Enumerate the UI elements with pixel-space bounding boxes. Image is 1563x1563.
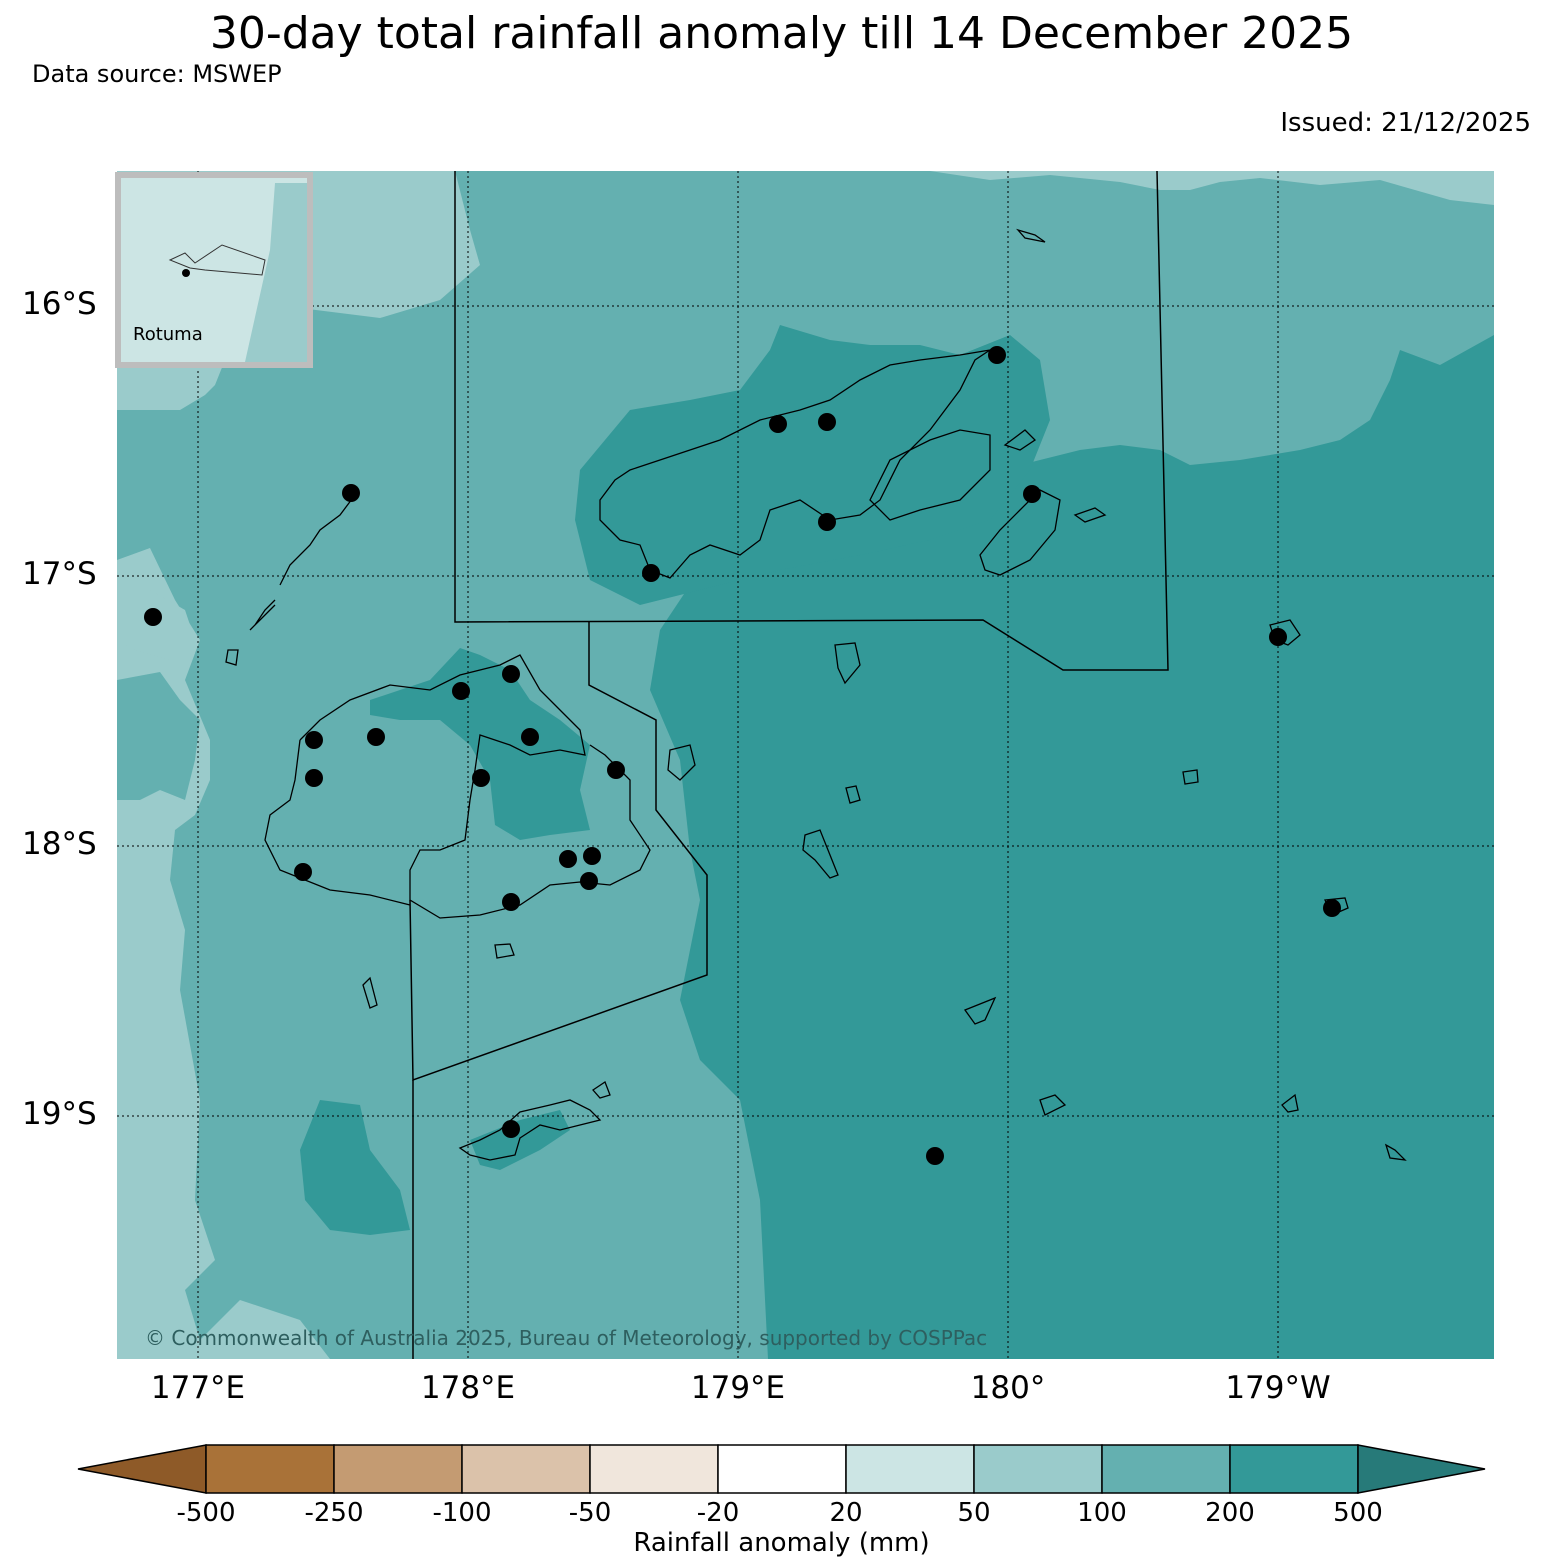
lat-label-18s: 18°S xyxy=(22,826,97,862)
colorbar-segment xyxy=(1229,1444,1359,1494)
colorbar-segment xyxy=(845,1444,975,1494)
lon-label-179w: 179°W xyxy=(1225,1370,1331,1406)
colorbar-segment xyxy=(205,1444,335,1494)
colorbar-tick: 200 xyxy=(1205,1498,1255,1528)
colorbar-label: Rainfall anomaly (mm) xyxy=(633,1528,930,1558)
colorbar-extend-low xyxy=(77,1444,207,1494)
colorbar-tick: 20 xyxy=(829,1498,863,1528)
colorbar-tick: -250 xyxy=(304,1498,364,1528)
station-markers xyxy=(144,346,1341,1165)
colorbar-tick: -50 xyxy=(568,1498,612,1528)
colorbar-segment xyxy=(1101,1444,1231,1494)
lon-label-179e: 179°E xyxy=(690,1370,786,1406)
colorbar-extend-high xyxy=(1357,1444,1486,1494)
anomaly-field xyxy=(117,171,1494,1359)
colorbar-tick: -20 xyxy=(696,1498,740,1528)
division-boundaries xyxy=(409,170,1169,1359)
map-title: 30-day total rainfall anomaly till 14 De… xyxy=(209,8,1354,59)
colorbar-segment xyxy=(461,1444,591,1494)
colorbar-tick: -500 xyxy=(176,1498,236,1528)
coastlines xyxy=(225,228,1407,1161)
colorbar-tick: 500 xyxy=(1333,1498,1383,1528)
lon-label-177e: 177°E xyxy=(150,1370,246,1406)
issued-date: Issued: 21/12/2025 xyxy=(1280,108,1531,138)
inset-label: Rotuma xyxy=(133,324,203,345)
data-source: Data source: MSWEP xyxy=(32,60,282,88)
lat-label-19s: 19°S xyxy=(22,1096,97,1132)
rotuma-inset xyxy=(115,172,313,368)
colorbar-tick: 100 xyxy=(1077,1498,1127,1528)
copyright-note: © Commonwealth of Australia 2025, Bureau… xyxy=(145,1326,988,1350)
colorbar xyxy=(77,1444,1486,1494)
colorbar-tick: -100 xyxy=(432,1498,492,1528)
colorbar-segment xyxy=(589,1444,719,1494)
colorbar-segment xyxy=(333,1444,463,1494)
colorbar-segment xyxy=(717,1444,847,1494)
colorbar-tick: 50 xyxy=(957,1498,991,1528)
colorbar-segment xyxy=(973,1444,1103,1494)
lon-label-180: 180° xyxy=(970,1370,1046,1406)
lat-label-17s: 17°S xyxy=(22,556,97,592)
graticule xyxy=(117,171,1494,1359)
lon-label-178e: 178°E xyxy=(420,1370,516,1406)
lat-label-16s: 16°S xyxy=(22,286,97,322)
